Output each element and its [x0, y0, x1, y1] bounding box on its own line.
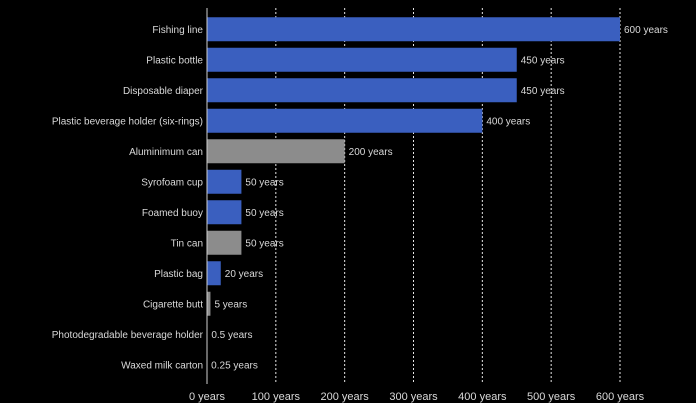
bar-6 [207, 200, 242, 225]
value-label-11: 0.25 years [211, 360, 258, 371]
x-tick-label-400: 400 years [458, 391, 507, 403]
value-label-8: 20 years [225, 269, 263, 280]
x-tick-label-100: 100 years [252, 391, 301, 403]
category-label-4: Aluminimum can [129, 147, 203, 158]
value-label-5: 50 years [245, 177, 283, 188]
bar-4 [207, 139, 345, 164]
bar-7 [207, 230, 242, 255]
bar-3 [207, 108, 483, 133]
value-label-4: 200 years [349, 147, 393, 158]
category-label-8: Plastic bag [154, 269, 203, 280]
category-label-9: Cigarette butt [143, 299, 203, 310]
category-label-0: Fishing line [152, 25, 203, 36]
x-tick-label-200: 200 years [321, 391, 370, 403]
value-label-3: 400 years [486, 116, 530, 127]
x-tick-label-600: 600 years [596, 391, 645, 403]
value-label-1: 450 years [521, 55, 565, 66]
bar-5 [207, 169, 242, 194]
bar-8 [207, 261, 221, 286]
category-label-7: Tin can [171, 238, 203, 249]
category-label-2: Disposable diaper [123, 86, 204, 97]
category-label-3: Plastic beverage holder (six-rings) [52, 116, 203, 127]
value-label-2: 450 years [521, 86, 565, 97]
category-label-11: Waxed milk carton [121, 360, 203, 371]
value-label-10: 0.5 years [211, 330, 252, 341]
category-label-10: Photodegradable beverage holder [52, 330, 204, 341]
value-label-6: 50 years [245, 208, 283, 219]
category-label-5: Syrofoam cup [141, 177, 203, 188]
value-label-9: 5 years [214, 299, 247, 310]
bar-1 [207, 47, 517, 72]
x-tick-label-300: 300 years [389, 391, 438, 403]
x-tick-label-500: 500 years [527, 391, 576, 403]
bar-9 [207, 291, 211, 316]
value-label-7: 50 years [245, 238, 283, 249]
category-label-1: Plastic bottle [146, 55, 203, 66]
value-label-0: 600 years [624, 25, 668, 36]
x-tick-label-0: 0 years [189, 391, 226, 403]
bar-2 [207, 78, 517, 103]
category-label-6: Foamed buoy [142, 208, 203, 219]
bar-0 [207, 17, 620, 42]
